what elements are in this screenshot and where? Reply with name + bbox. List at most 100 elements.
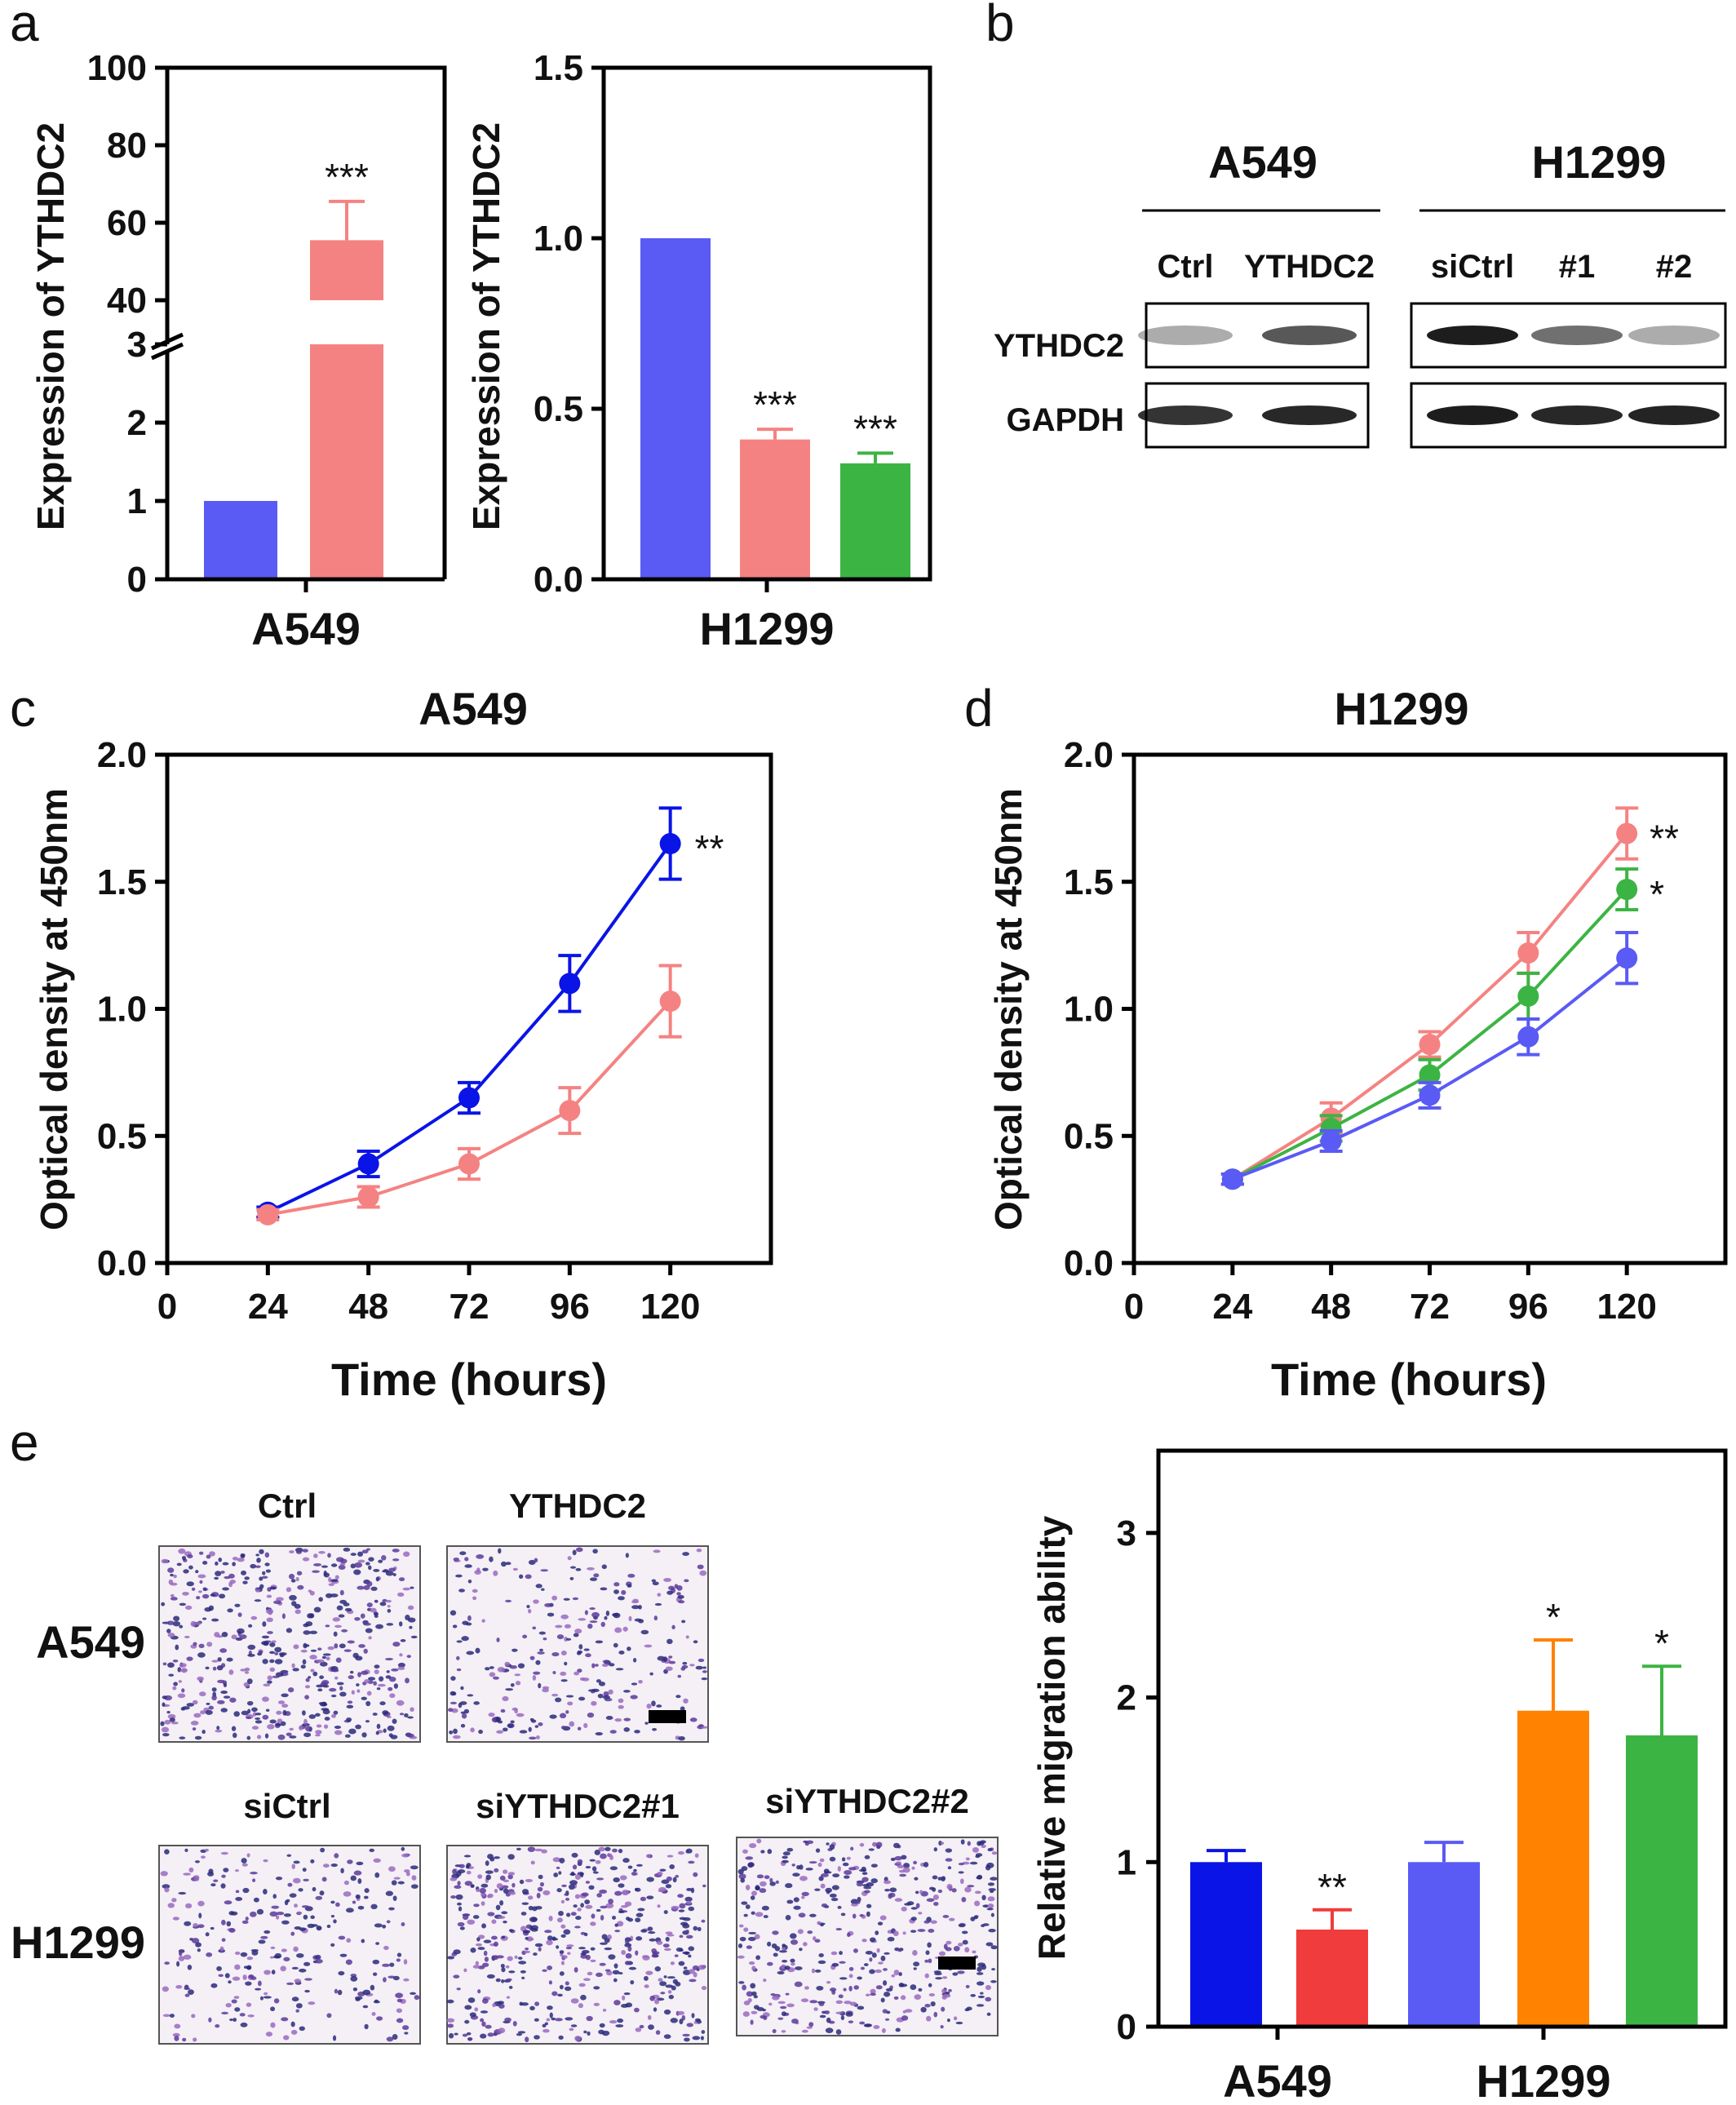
stained-cell <box>387 1609 392 1613</box>
stained-cell <box>455 1574 463 1578</box>
stained-cell <box>174 2035 179 2041</box>
stained-cell <box>671 1905 680 1910</box>
d-ytick-label-0.5: 0.5 <box>1064 1116 1114 1156</box>
stained-cell <box>291 1996 299 2002</box>
stained-cell <box>578 2003 583 2009</box>
stained-cell <box>622 1690 631 1693</box>
stained-cell <box>250 1948 259 1952</box>
stained-cell <box>208 1868 214 1874</box>
a-left-bar-1-lower <box>310 344 383 579</box>
stained-cell <box>832 1873 840 1878</box>
stained-cell <box>286 1628 293 1633</box>
stained-cell <box>638 1604 642 1610</box>
stained-cell <box>304 1685 311 1689</box>
stained-cell <box>241 1570 247 1575</box>
stained-cell <box>981 1844 986 1848</box>
stained-cell <box>901 1906 907 1912</box>
stained-cell <box>656 1940 663 1945</box>
stained-cell <box>363 1895 369 1899</box>
stained-cell <box>702 1670 707 1673</box>
stained-cell <box>322 1708 330 1715</box>
stained-cell <box>229 1580 236 1584</box>
stained-cell <box>560 1614 569 1620</box>
stained-cell <box>220 1883 226 1889</box>
stained-cell <box>920 2006 927 2013</box>
stained-cell <box>399 1621 403 1627</box>
stained-cell <box>403 1978 410 1982</box>
stained-cell <box>205 1932 210 1937</box>
stained-cell <box>522 1634 528 1639</box>
stained-cell <box>240 1668 247 1672</box>
wb-group-h1299: H1299 <box>1531 136 1666 188</box>
stained-cell <box>291 1863 295 1870</box>
stained-cell <box>848 2020 854 2023</box>
stained-cell <box>635 1917 641 1923</box>
stained-cell <box>334 1575 339 1580</box>
stained-cell <box>318 1550 326 1554</box>
stained-cell <box>592 1549 598 1554</box>
a-left-bar-1-upper <box>310 240 383 300</box>
stained-cell <box>287 1882 293 1887</box>
stained-cell <box>465 1864 470 1869</box>
stained-cell <box>620 2003 629 2008</box>
stained-cell <box>897 1948 902 1952</box>
stained-cell <box>302 1868 307 1872</box>
stained-cell <box>556 1866 560 1869</box>
stained-cell <box>507 1872 516 1876</box>
stained-cell <box>354 1996 363 2000</box>
stained-cell <box>645 1970 653 1975</box>
stained-cell <box>221 1632 228 1637</box>
stained-cell <box>172 2032 180 2037</box>
stained-cell <box>538 1631 546 1635</box>
d-series-2-point-0 <box>1221 1168 1243 1190</box>
stained-cell <box>317 1659 325 1663</box>
stained-cell <box>482 1998 489 2004</box>
stained-cell <box>808 2022 814 2027</box>
stained-cell <box>206 1642 213 1647</box>
stained-cell <box>460 1723 466 1728</box>
stained-cell <box>166 1711 170 1714</box>
stained-cell <box>952 1972 959 1976</box>
stained-cell <box>476 1888 480 1892</box>
stained-cell <box>266 1594 272 1598</box>
stained-cell <box>259 1576 264 1581</box>
stained-cell <box>604 1846 611 1851</box>
stained-cell <box>166 1620 175 1625</box>
stained-cell <box>561 1884 567 1887</box>
stained-cell <box>612 1848 618 1853</box>
stained-cell <box>930 1920 937 1924</box>
stained-cell <box>454 2032 458 2036</box>
stained-cell <box>689 1979 697 1983</box>
stained-cell <box>299 1725 303 1731</box>
stained-cell <box>542 1637 547 1641</box>
stained-cell <box>246 1957 254 1961</box>
stained-cell <box>339 1686 343 1691</box>
stained-cell <box>160 1871 168 1877</box>
stained-cell <box>563 1929 571 1935</box>
stained-cell <box>882 2009 888 2014</box>
stained-cell <box>223 1682 228 1687</box>
stained-cell <box>945 1848 953 1853</box>
stained-cell <box>506 1996 511 1999</box>
mig-row-h1299: H1299 <box>11 1917 145 1968</box>
stained-cell <box>574 2036 582 2041</box>
stained-cell <box>985 1996 992 2002</box>
stained-cell <box>986 1908 994 1911</box>
stained-cell <box>946 1884 953 1890</box>
stained-cell <box>901 1855 907 1860</box>
stained-cell <box>843 1988 847 1992</box>
stained-cell <box>781 2011 786 2017</box>
stained-cell <box>839 1977 848 1980</box>
stained-cell <box>241 1858 247 1863</box>
stained-cell <box>806 2026 813 2029</box>
stained-cell <box>499 1899 504 1906</box>
a-right-ytick-label-1.5: 1.5 <box>534 48 583 88</box>
stained-cell <box>869 1937 876 1943</box>
stained-cell <box>401 1846 405 1851</box>
stained-cell <box>680 1706 685 1712</box>
stained-cell <box>393 1683 399 1689</box>
stained-cell <box>792 1872 800 1877</box>
stained-cell <box>763 1915 768 1919</box>
stained-cell <box>790 1958 795 1963</box>
stained-cell <box>665 1931 673 1935</box>
